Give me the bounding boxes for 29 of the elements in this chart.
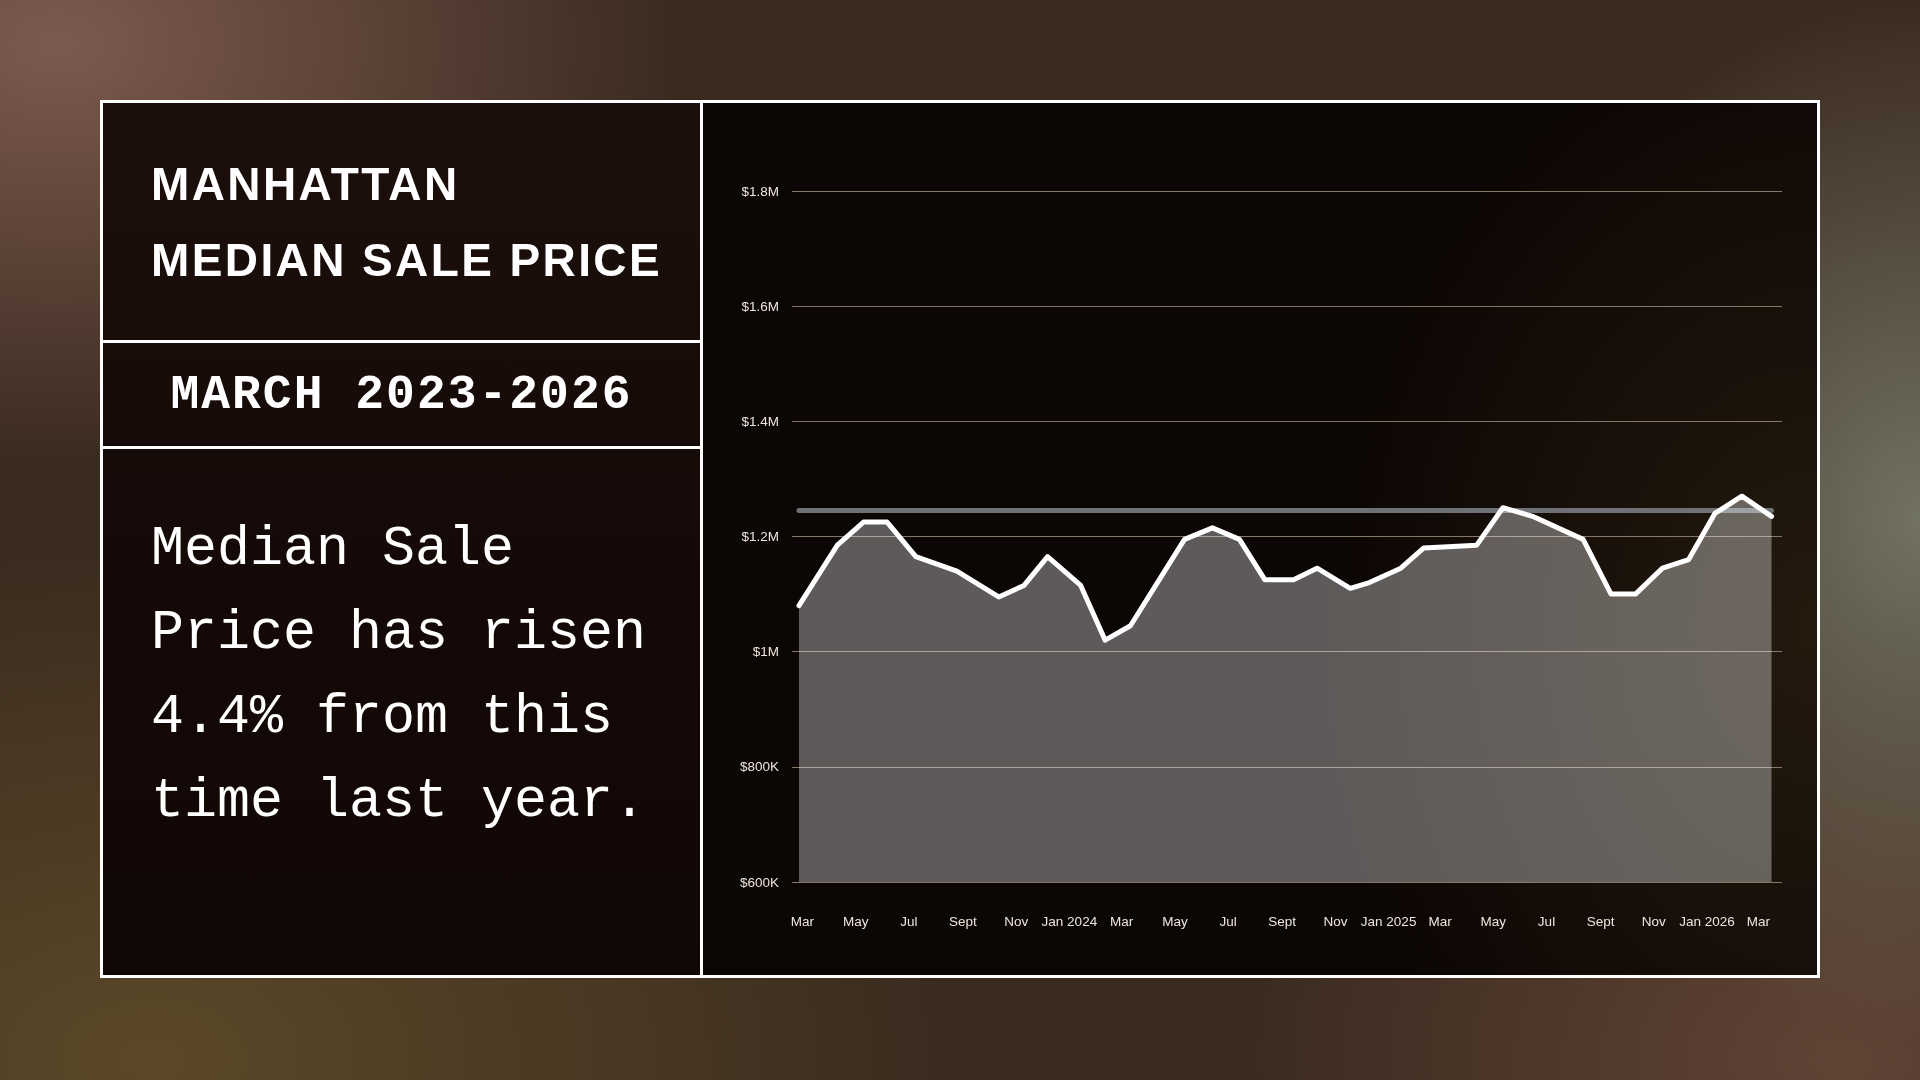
y-tick-label: $1.6M [741,298,779,314]
y-tick-label: $1.8M [741,183,779,199]
x-tick-label: Nov [1641,913,1667,929]
x-tick-label: Nov [1323,913,1348,929]
y-tick-label: $1M [752,644,779,660]
x-tick-label: Mar [1110,913,1134,929]
x-tick-label: May [1480,913,1507,929]
x-tick-label: Sept [949,913,978,929]
x-tick-label: Jan 2025 [1360,913,1417,929]
text: MARCH 2023-2026 [170,367,633,422]
x-tick-label: Mar [790,913,815,929]
x-tick-label: Jul [900,913,918,929]
x-tick-label: May [842,913,869,929]
x-tick-label: Jan 2026 [1679,913,1735,929]
text: Median Sale Price has risen 4.4% from this time last year. [151,517,648,835]
x-tick-label: Sept [1268,913,1297,929]
y-tick-label: $1.2M [741,529,779,544]
y-tick-label: $1.4M [741,413,779,429]
x-tick-label: Mar [1746,913,1771,929]
x-tick-label: Sept [1586,913,1615,929]
x-tick-label: May [1162,913,1188,929]
y-tick-label: $800K [739,759,779,775]
x-tick-label: Jul [1219,913,1237,929]
y-tick-label: $600K [739,874,779,890]
x-tick-label: Mar [1428,913,1453,929]
x-tick-label: Jul [1537,913,1556,929]
text: MANHATTAN MEDIAN SALE PRICE [151,157,663,288]
x-tick-label: Jan 2024 [1041,913,1098,929]
x-tick-label: Nov [1004,913,1029,929]
